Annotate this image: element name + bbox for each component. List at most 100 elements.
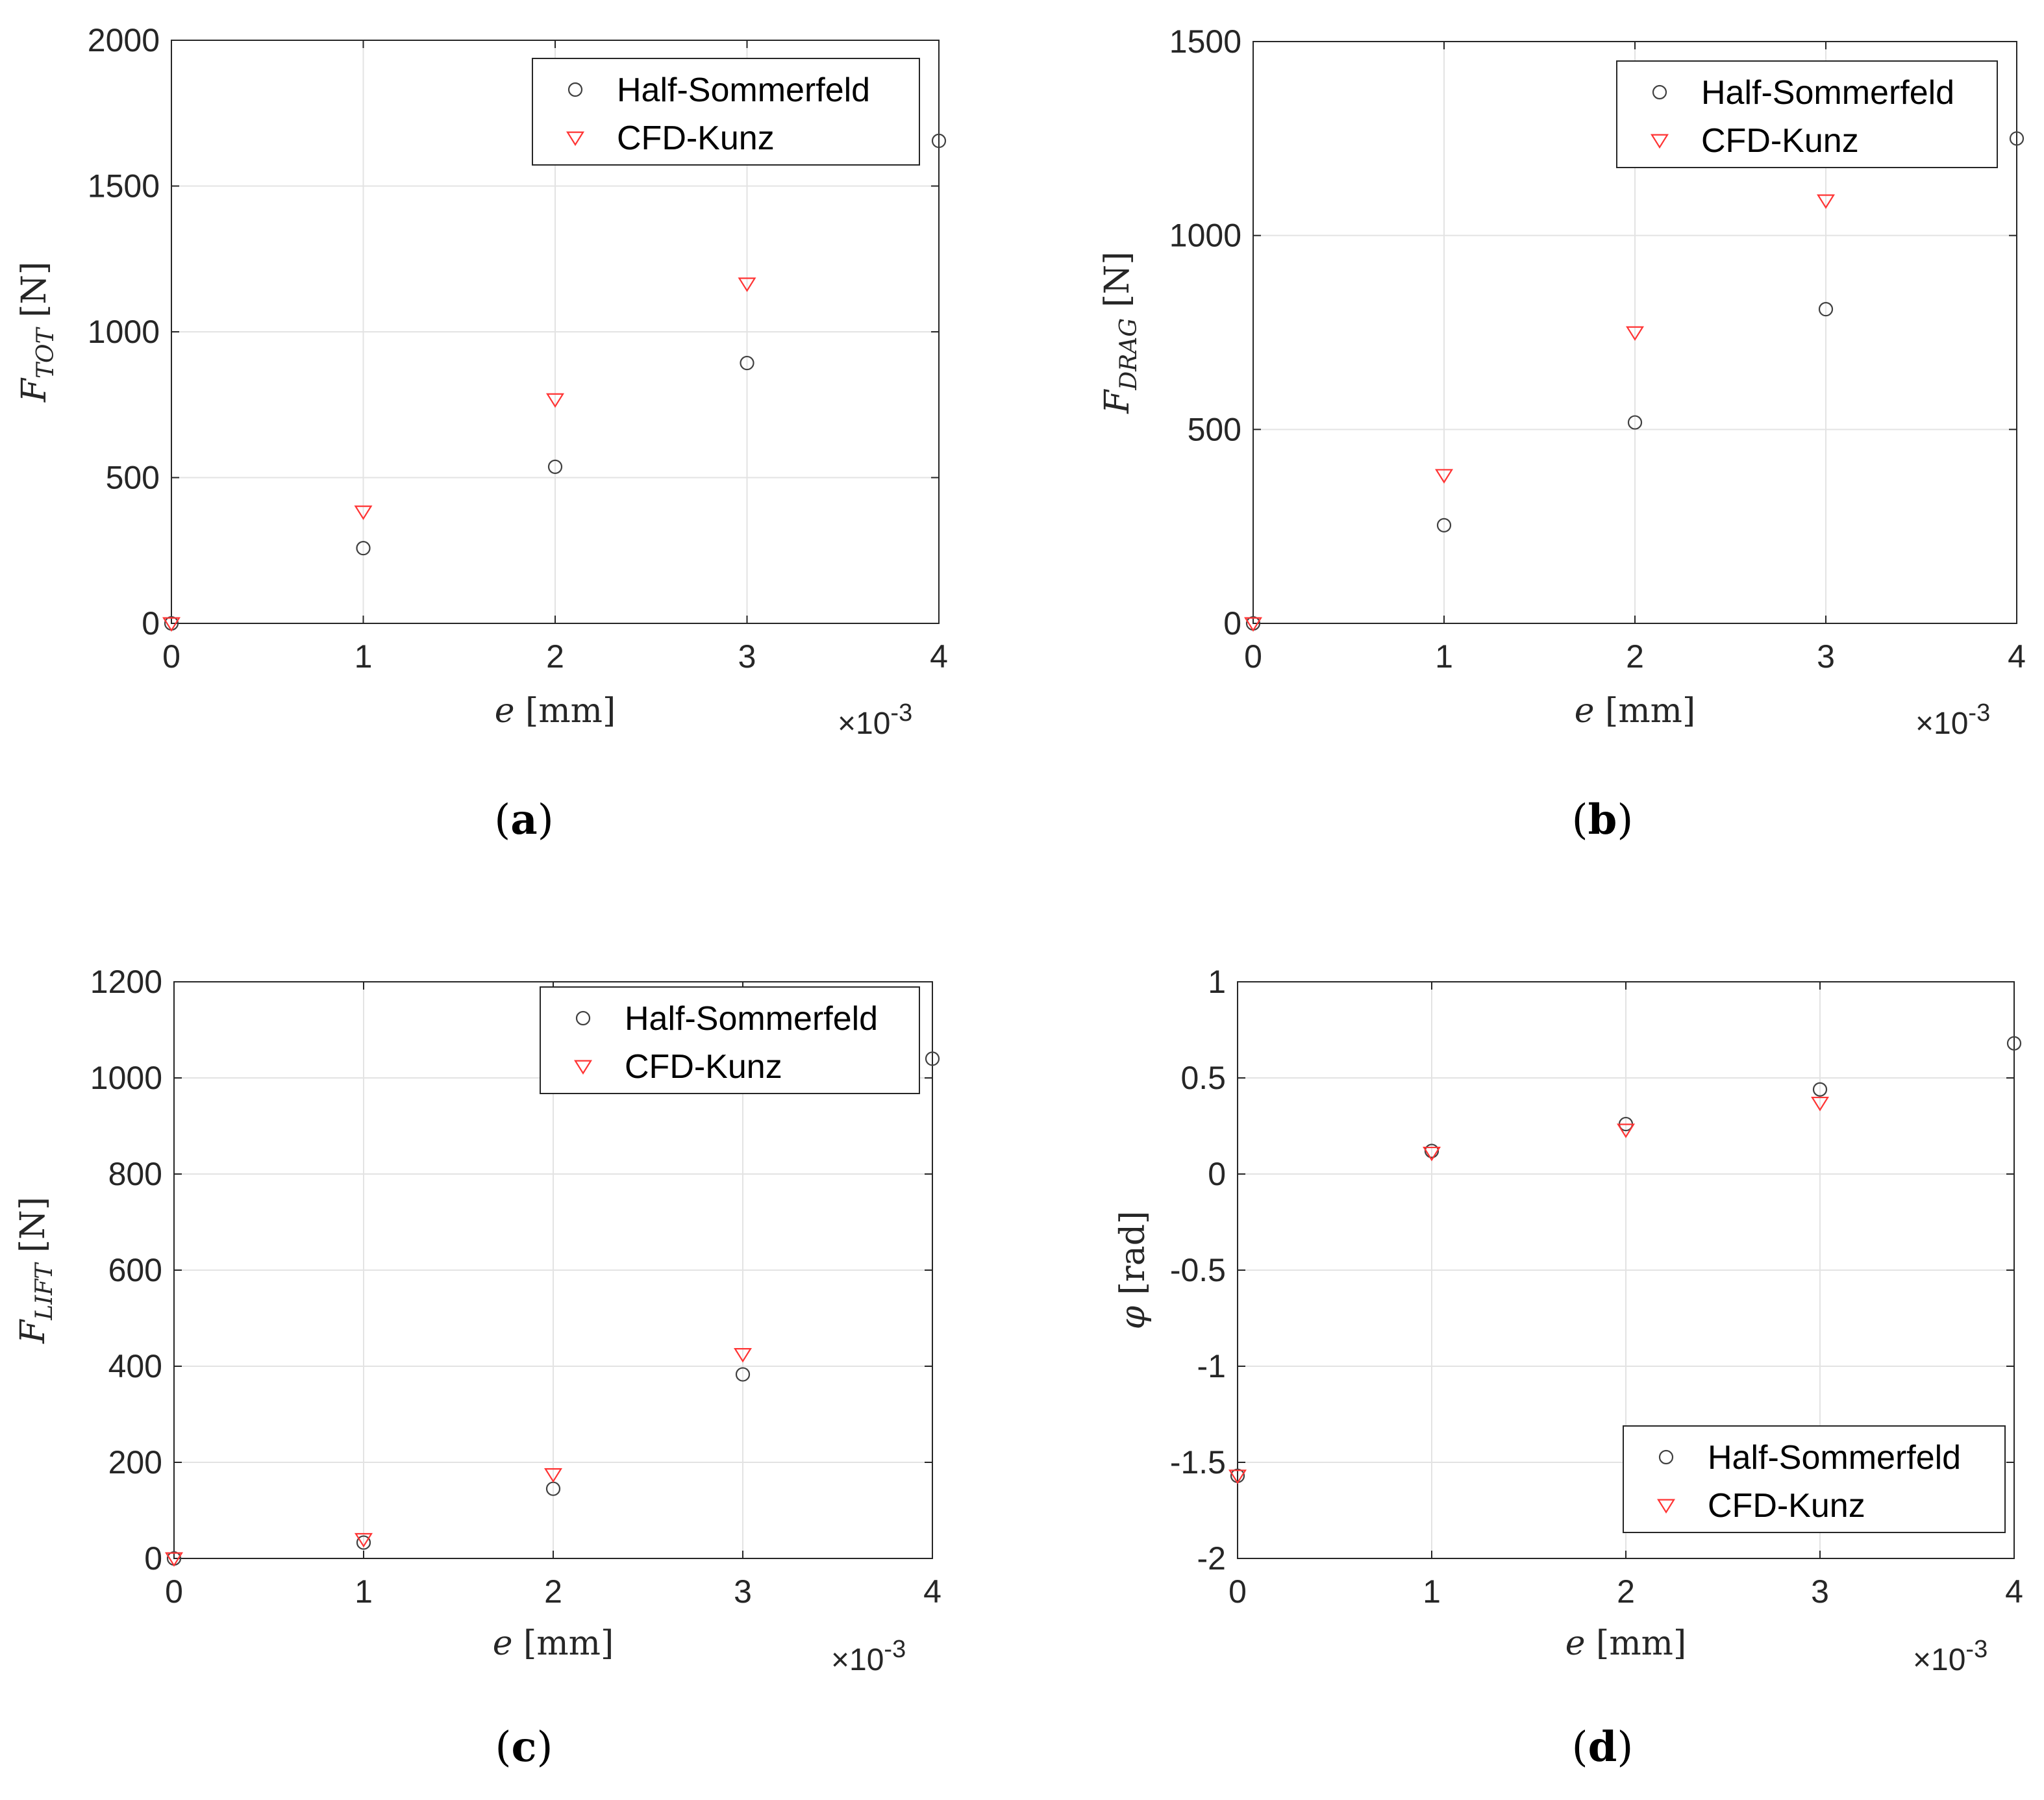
y-tick-label: 200 — [108, 1444, 162, 1481]
data-point-triangle-down — [1435, 469, 1453, 484]
series-cfd-kunz — [1228, 1096, 1829, 1484]
chart-b-svg: 0 1 2 3 4 0 500 1000 1500 e [mm] ×10-3 FDRAG [N] Hal… — [1098, 23, 2026, 741]
legend-marker-triangle-down — [1651, 134, 1669, 149]
legend-marker-circle — [567, 82, 583, 97]
legend-marker-circle — [575, 1010, 591, 1026]
x-tick-label: 2 — [1617, 1573, 1635, 1610]
x-tick-label: 4 — [2008, 638, 2026, 675]
data-point-circle — [931, 133, 947, 149]
x-tick-label: 1 — [1423, 1573, 1441, 1610]
legend-marker-circle — [1658, 1449, 1674, 1465]
x-exponent-label: ×10-3 — [1913, 1636, 1988, 1677]
y-axis-label: φ [rad] — [1114, 1211, 1153, 1330]
legend-box — [1623, 1425, 2006, 1533]
y-tick-label: 0 — [1208, 1156, 1226, 1192]
data-point-triangle-down — [1244, 617, 1262, 632]
y-tick-label: 0 — [1223, 605, 1241, 642]
data-point-triangle-down — [1817, 194, 1835, 209]
y-tick-label: 1200 — [90, 964, 162, 1000]
y-tick-label: 500 — [1188, 411, 1241, 447]
y-tick-label: 0.5 — [1180, 1060, 1226, 1096]
data-point-triangle-down — [354, 505, 373, 520]
y-tick-label: 1000 — [88, 314, 160, 350]
x-tick-label: 3 — [1811, 1573, 1829, 1610]
x-tick-label: 3 — [738, 638, 756, 675]
legend-marker-triangle-down — [574, 1060, 592, 1075]
x-tick-label: 0 — [1228, 1573, 1247, 1610]
data-point-circle — [925, 1051, 940, 1066]
y-tick-label: 600 — [108, 1252, 162, 1288]
y-axis-label: FTOT [N] — [15, 262, 59, 403]
y-tick-label: -1 — [1197, 1348, 1226, 1384]
y-tick-label: 0 — [142, 605, 160, 642]
y-axis-label: FDRAG [N] — [1098, 251, 1142, 414]
x-tick-label: 2 — [546, 638, 564, 675]
data-point-triangle-down — [1228, 1469, 1247, 1484]
data-point-circle — [356, 1535, 371, 1550]
caption-c: (c) — [495, 1723, 553, 1771]
x-tick-label: 0 — [165, 1573, 183, 1610]
legend-label: CFD-Kunz — [1708, 1487, 1865, 1525]
legend-label: Half-Sommerfeld — [1708, 1439, 1961, 1477]
chart-panel-a: 0 1 2 3 4 0 500 1000 1500 2000 e [mm] ×10-3 FTOT [N]… — [0, 0, 1022, 900]
y-tick-label: 2000 — [88, 22, 160, 58]
chart-d-svg: 0 1 2 3 4 -2 -1.5 -1 -0.5 0 0.5 1 e [mm] ×10-3 φ [rad]… — [1114, 964, 2023, 1677]
chart-c-svg: 0 1 2 3 4 0 200 400 600 800 1000 1200 e [mm] ×10-3 FLI… — [14, 964, 941, 1677]
x-exponent-label: ×10-3 — [838, 699, 912, 741]
x-axis-label: e [mm] — [493, 1624, 614, 1663]
x-tick-label: 2 — [1626, 638, 1644, 675]
caption-b: (b) — [1571, 795, 1634, 844]
legend-box — [540, 986, 920, 1094]
chart-panel-d: 0 1 2 3 4 -2 -1.5 -1 -0.5 0 0.5 1 e [mm] ×10-3 φ [rad]… — [1022, 900, 2044, 1800]
data-point-circle — [547, 459, 563, 474]
y-tick-label: 400 — [108, 1348, 162, 1384]
data-point-triangle-down — [1811, 1096, 1829, 1112]
legend-box — [532, 58, 920, 166]
x-tick-label: 4 — [2005, 1573, 2023, 1610]
x-tick-label: 3 — [1817, 638, 1835, 675]
data-point-triangle-down — [1626, 326, 1644, 341]
legend-label: Half-Sommerfeld — [617, 71, 870, 109]
legend-label: Half-Sommerfeld — [625, 1000, 878, 1038]
legend-label: CFD-Kunz — [617, 119, 775, 157]
y-tick-label: 1500 — [1169, 23, 1241, 60]
x-tick-label: 2 — [544, 1573, 562, 1610]
y-tick-label: 1000 — [90, 1060, 162, 1096]
data-point-circle — [1436, 518, 1452, 532]
data-point-circle — [2009, 131, 2025, 146]
series-cfd-kunz — [165, 1347, 752, 1567]
data-point-triangle-down — [1617, 1123, 1635, 1138]
data-point-triangle-down — [355, 1532, 373, 1548]
legend-marker-circle — [1652, 84, 1667, 100]
y-tick-label: 1500 — [88, 168, 160, 205]
data-point-triangle-down — [1423, 1146, 1441, 1162]
x-tick-label: 4 — [923, 1573, 941, 1610]
legend: Half-Sommerfeld CFD-Kunz — [540, 986, 920, 1094]
data-point-circle — [740, 355, 754, 371]
x-axis-label: e [mm] — [1575, 692, 1696, 731]
data-point-triangle-down — [738, 277, 756, 292]
legend-label: Half-Sommerfeld — [1701, 74, 1954, 112]
x-tick-label: 3 — [734, 1573, 752, 1610]
y-tick-label: -2 — [1197, 1540, 1226, 1577]
legend-marker-triangle-down — [566, 131, 584, 146]
x-tick-label: 1 — [1435, 638, 1453, 675]
x-tick-label: 0 — [1244, 638, 1262, 675]
y-axis-label: FLIFT [N] — [14, 1197, 58, 1344]
caption-d: (d) — [1571, 1723, 1634, 1771]
y-tick-label: 800 — [108, 1156, 162, 1192]
x-axis-label: e [mm] — [495, 692, 616, 731]
x-tick-label: 4 — [930, 638, 948, 675]
legend-label: CFD-Kunz — [1701, 122, 1859, 160]
y-tick-label: 500 — [106, 460, 160, 496]
chart-a-svg: 0 1 2 3 4 0 500 1000 1500 2000 e [mm] ×10-3 FTOT [N]… — [15, 22, 948, 741]
legend: Half-Sommerfeld CFD-Kunz — [1623, 1425, 2006, 1533]
legend-marker-triangle-down — [1657, 1499, 1675, 1514]
x-axis-label: e [mm] — [1565, 1624, 1687, 1663]
x-exponent-label: ×10-3 — [831, 1636, 906, 1677]
data-point-circle — [1812, 1082, 1828, 1097]
legend: Half-Sommerfeld CFD-Kunz — [532, 58, 920, 166]
data-point-triangle-down — [546, 393, 564, 408]
y-tick-label: 0 — [144, 1540, 162, 1577]
